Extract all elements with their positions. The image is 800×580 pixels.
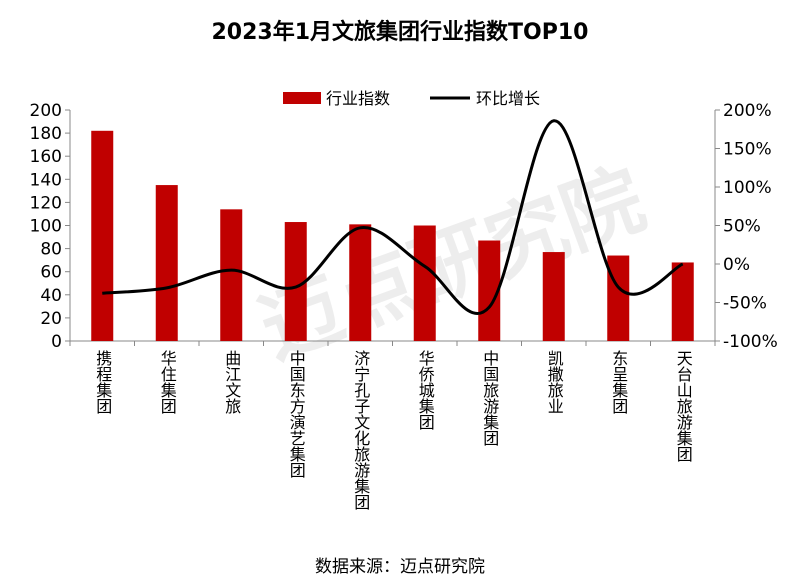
category-label: 凯撒旅业 bbox=[544, 350, 564, 414]
right-tick-label: 100% bbox=[723, 178, 772, 198]
left-tick-label: 80 bbox=[40, 240, 62, 260]
bar-9 bbox=[671, 262, 694, 341]
bar-4 bbox=[349, 224, 372, 341]
left-tick-label: 120 bbox=[30, 193, 62, 213]
left-tick-label: 60 bbox=[40, 263, 62, 283]
left-tick-label: 160 bbox=[30, 147, 62, 167]
bar-5 bbox=[413, 225, 436, 341]
left-tick-label: 200 bbox=[30, 101, 62, 121]
category-label: 华侨城集团 bbox=[415, 350, 435, 430]
left-tick-label: 20 bbox=[40, 309, 62, 329]
category-label: 中国东方演艺集团 bbox=[286, 350, 306, 478]
source-note: 数据来源：迈点研究院 bbox=[315, 557, 485, 577]
bar-2 bbox=[220, 209, 243, 341]
growth-line bbox=[102, 119, 684, 315]
category-label: 东呈集团 bbox=[609, 350, 629, 414]
right-tick-label: 50% bbox=[723, 217, 761, 237]
legend-line-label: 环比增长 bbox=[476, 89, 540, 108]
bar-0 bbox=[91, 130, 114, 341]
legend-bar-label: 行业指数 bbox=[326, 89, 390, 108]
bar-8 bbox=[607, 255, 630, 341]
bar-1 bbox=[155, 185, 178, 341]
category-label: 济宁孔子文化旅游集团 bbox=[351, 350, 371, 510]
left-tick-label: 40 bbox=[40, 286, 62, 306]
category-label: 中国旅游集团 bbox=[480, 350, 500, 446]
left-tick-label: 180 bbox=[30, 124, 62, 144]
bar-6 bbox=[478, 240, 501, 341]
right-tick-label: -50% bbox=[723, 294, 767, 314]
category-label: 携程集团 bbox=[93, 350, 113, 414]
legend-bar-swatch bbox=[283, 92, 321, 104]
category-label: 华住集团 bbox=[157, 350, 177, 414]
right-tick-label: -100% bbox=[723, 332, 778, 352]
right-tick-label: 150% bbox=[723, 140, 772, 160]
right-tick-label: 200% bbox=[723, 101, 772, 121]
bar-7 bbox=[542, 252, 565, 341]
left-tick-label: 0 bbox=[51, 332, 62, 352]
left-tick-label: 100 bbox=[30, 217, 62, 237]
category-label: 曲江文旅 bbox=[222, 350, 242, 414]
chart-title: 2023年1月文旅集团行业指数TOP10 bbox=[211, 20, 589, 45]
left-tick-label: 140 bbox=[30, 170, 62, 190]
right-tick-label: 0% bbox=[723, 255, 750, 275]
bar-3 bbox=[284, 222, 307, 341]
category-label: 天台山旅游集团 bbox=[673, 350, 693, 462]
